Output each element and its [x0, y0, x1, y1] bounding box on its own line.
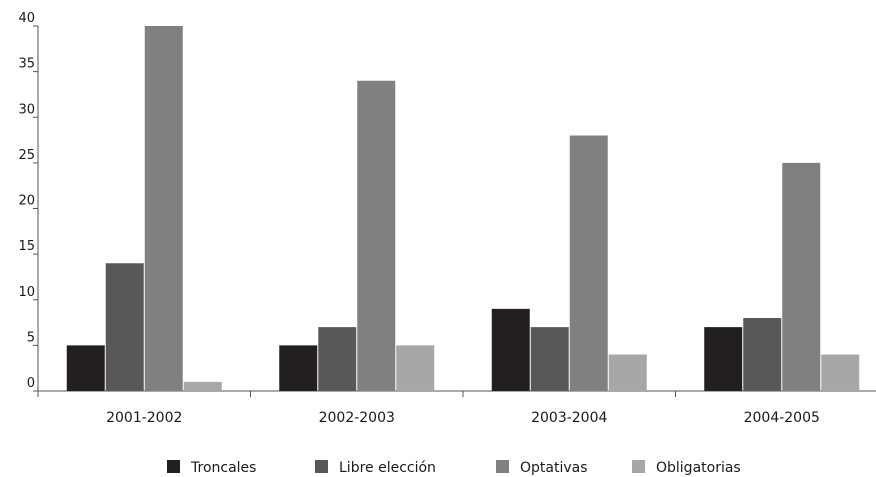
bar — [183, 381, 222, 391]
legend-swatch — [632, 460, 645, 473]
legend-label: Optativas — [520, 460, 588, 476]
bar — [704, 327, 743, 391]
y-tick-label: 0 — [27, 376, 35, 391]
bar — [491, 308, 530, 391]
bar — [357, 80, 396, 391]
bar — [743, 318, 782, 391]
bar — [144, 26, 183, 391]
bar — [318, 327, 357, 391]
y-axis: 0 5 10 15 20 25 30 35 40 — [18, 11, 39, 392]
x-category-label: 2003-2004 — [531, 410, 607, 426]
bar — [530, 327, 569, 391]
bars — [66, 26, 860, 391]
bar — [782, 162, 821, 391]
x-axis: 2001-2002 2002-2003 2003-2004 2004-2005 — [37, 390, 876, 426]
legend-label: Troncales — [190, 460, 256, 476]
legend-swatch — [496, 460, 509, 473]
bar — [608, 354, 647, 391]
bar — [66, 345, 105, 391]
legend-label: Obligatorias — [656, 460, 741, 476]
bar — [105, 263, 144, 391]
x-category-label: 2002-2003 — [319, 410, 395, 426]
bar — [821, 354, 860, 391]
x-category-label: 2001-2002 — [106, 410, 182, 426]
y-tick-label: 15 — [18, 239, 35, 254]
y-tick-label: 10 — [18, 285, 35, 300]
y-tick-label: 30 — [18, 102, 35, 117]
legend-swatch — [167, 460, 180, 473]
legend-label: Libre elección — [339, 460, 436, 476]
y-tick-label: 20 — [18, 194, 35, 209]
x-category-label: 2004-2005 — [744, 410, 820, 426]
y-tick-label: 25 — [18, 148, 35, 163]
legend-swatch — [315, 460, 328, 473]
bar — [569, 135, 608, 391]
bar — [279, 345, 318, 391]
legend: Troncales Libre elección Optativas Obligato… — [167, 460, 741, 476]
bar — [396, 345, 435, 391]
y-tick-label: 35 — [18, 57, 35, 72]
y-tick-label: 40 — [18, 11, 35, 26]
y-tick-label: 5 — [27, 330, 35, 345]
